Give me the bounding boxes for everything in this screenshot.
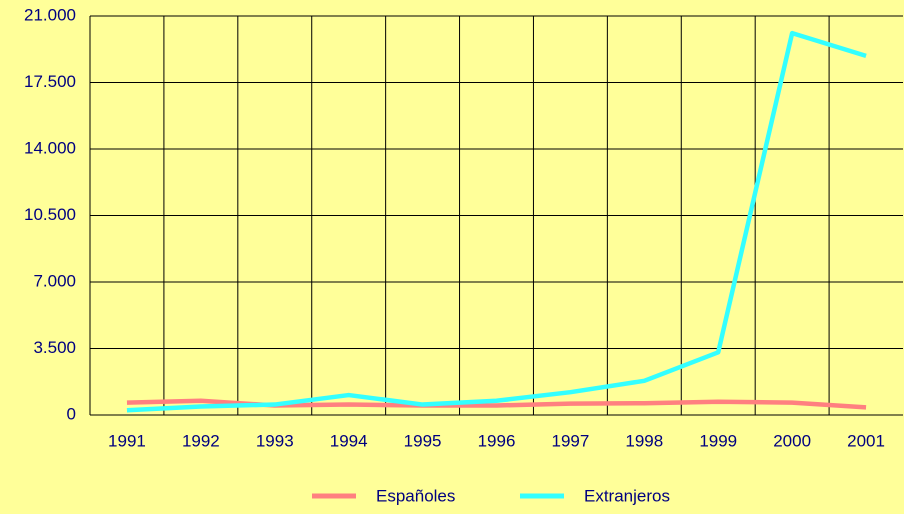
y-tick-label: 3.500: [33, 338, 76, 357]
legend-label: Extranjeros: [584, 486, 670, 505]
y-tick-label: 17.500: [24, 72, 76, 91]
x-tick-label: 1994: [330, 431, 368, 450]
x-tick-label: 1997: [551, 431, 589, 450]
series-line: [126, 30, 867, 413]
x-tick-label: 1996: [478, 431, 516, 450]
x-tick-label: 2001: [847, 431, 885, 450]
x-tick-label: 1999: [699, 431, 737, 450]
x-tick-label: 1998: [625, 431, 663, 450]
y-tick-label: 14.000: [24, 138, 76, 157]
y-tick-label: 7.000: [33, 271, 76, 290]
x-tick-label: 1995: [404, 431, 442, 450]
y-tick-label: 10.500: [24, 205, 76, 224]
x-tick-label: 1993: [256, 431, 294, 450]
legend-label: Españoles: [376, 486, 455, 505]
y-tick-label: 21.000: [24, 5, 76, 24]
y-tick-label: 0: [67, 404, 76, 423]
x-tick-label: 2000: [773, 431, 811, 450]
x-tick-label: 1991: [108, 431, 146, 450]
x-tick-label: 1992: [182, 431, 220, 450]
